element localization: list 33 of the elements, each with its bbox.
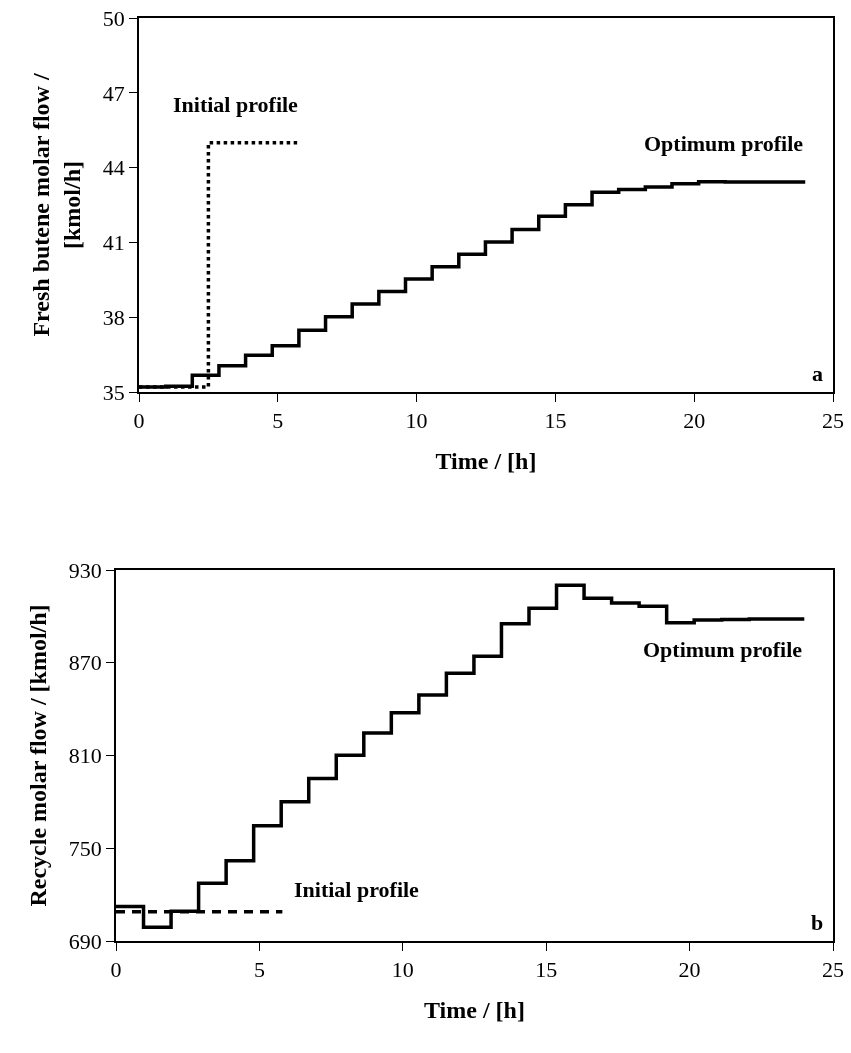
y-tick-label: 750: [68, 835, 102, 861]
y-tick-label: 870: [68, 650, 102, 676]
series-label: Optimum profile: [644, 131, 804, 156]
x-axis-title: Time / [h]: [435, 447, 537, 474]
x-tick-label: 25: [822, 408, 844, 434]
y-axis-title: Recycle molar flow / [kmol/h]: [25, 604, 52, 907]
x-tick-label: 20: [683, 408, 706, 434]
y-tick-label: 41: [102, 230, 125, 256]
x-tick-label: 10: [405, 408, 428, 434]
x-tick-label: 15: [544, 408, 567, 434]
x-tick-label: 0: [110, 957, 122, 983]
y-axis-title: Fresh butene molar flow / [kmol/h]: [28, 73, 86, 337]
x-axis-title: Time / [h]: [424, 996, 525, 1023]
annotation: b: [811, 910, 824, 935]
y-tick-label: 44: [102, 155, 125, 181]
x-tick-label: 15: [535, 957, 558, 983]
annotation: a: [812, 361, 823, 386]
y-tick-label: 810: [68, 743, 102, 769]
x-tick-label: 10: [391, 957, 414, 983]
y-tick-label: 35: [102, 379, 125, 405]
x-tick-label: 0: [133, 408, 145, 434]
x-tick-label: 5: [272, 408, 284, 434]
y-tick-label: 50: [102, 5, 125, 31]
x-tick-label: 5: [253, 957, 265, 983]
y-tick-label: 930: [68, 557, 102, 583]
y-tick-label: 690: [68, 928, 102, 954]
x-tick-label: 25: [822, 957, 844, 983]
x-tick-label: 20: [678, 957, 701, 983]
series-label: Initial profile: [294, 877, 420, 902]
series-label: Optimum profile: [643, 637, 803, 662]
y-tick-label: 38: [102, 304, 125, 330]
y-tick-label: 47: [102, 80, 125, 106]
series-label: Initial profile: [173, 92, 299, 117]
